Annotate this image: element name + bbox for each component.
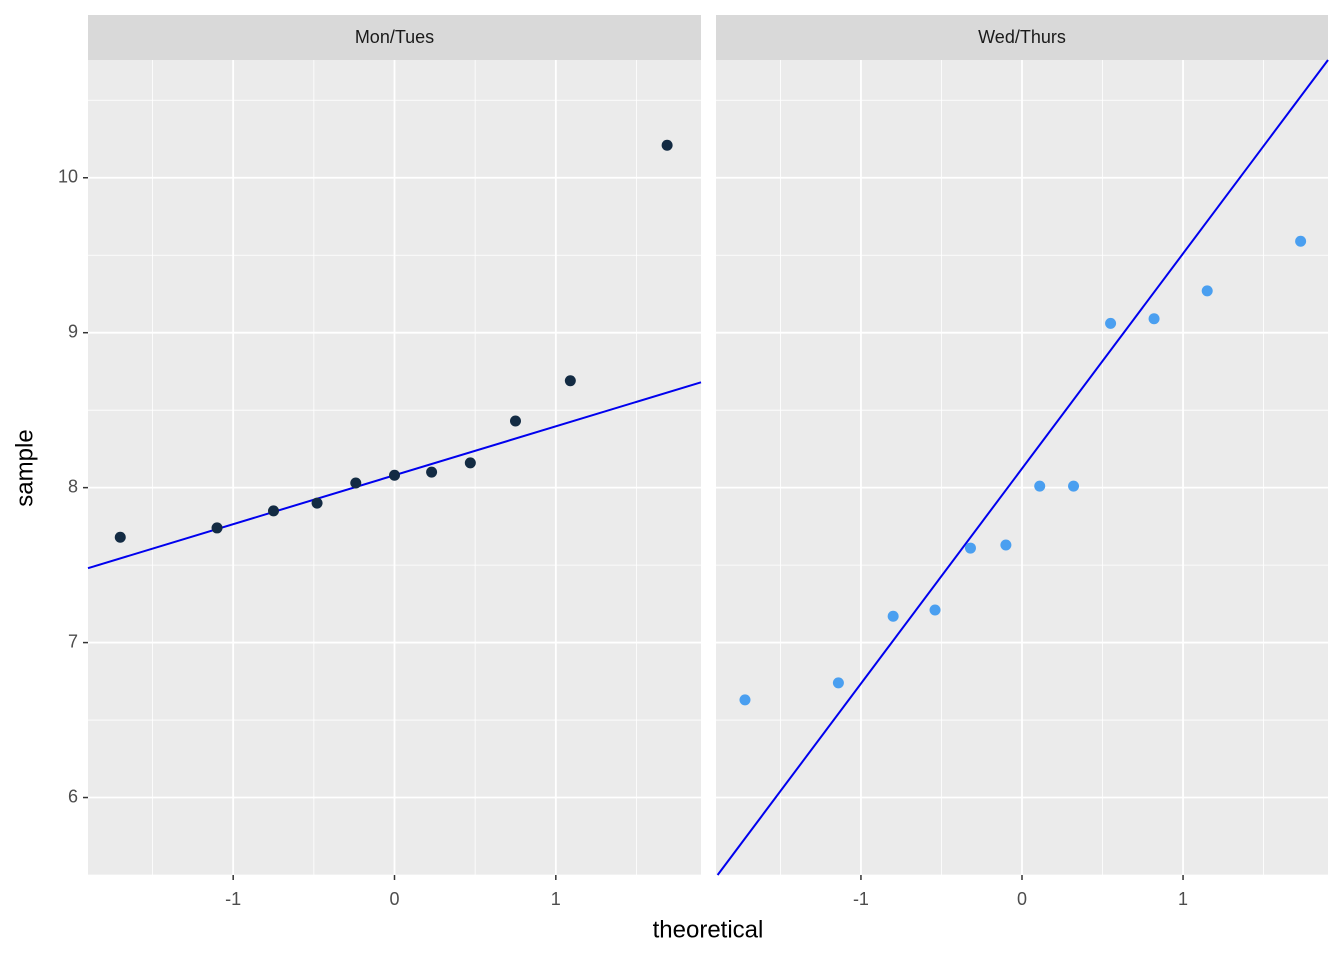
- point: [464, 457, 476, 469]
- point: [564, 375, 576, 387]
- point: [268, 505, 280, 517]
- x-tick-label: -1: [853, 889, 869, 909]
- point: [211, 522, 223, 534]
- y-tick-label: 8: [68, 476, 78, 496]
- strip-title: Wed/Thurs: [978, 27, 1066, 47]
- point: [1034, 480, 1046, 492]
- y-tick-label: 6: [68, 786, 78, 806]
- point: [832, 677, 844, 689]
- x-tick-label: 1: [1178, 889, 1188, 909]
- point: [887, 610, 899, 622]
- x-tick-label: -1: [225, 889, 241, 909]
- point: [1068, 480, 1080, 492]
- x-axis-title: theoretical: [653, 916, 764, 943]
- point: [389, 469, 400, 481]
- point: [1201, 285, 1213, 297]
- x-tick-label: 1: [551, 889, 561, 909]
- point: [1148, 313, 1160, 325]
- point: [1105, 317, 1117, 329]
- point: [426, 466, 438, 478]
- y-tick-label: 7: [68, 631, 78, 651]
- y-tick-label: 9: [68, 321, 78, 341]
- strip: [88, 15, 701, 60]
- point: [739, 694, 751, 706]
- point: [311, 497, 323, 509]
- point: [964, 542, 976, 554]
- y-tick-label: 10: [58, 167, 78, 187]
- point: [1000, 539, 1012, 551]
- point: [661, 139, 673, 151]
- x-tick-label: 0: [1017, 889, 1027, 909]
- strip: [716, 15, 1328, 60]
- strip-title: Mon/Tues: [355, 27, 434, 47]
- point: [350, 477, 362, 489]
- x-tick-label: 0: [389, 889, 399, 909]
- y-axis-title: sample: [11, 429, 38, 506]
- point: [1295, 235, 1307, 247]
- point: [114, 531, 126, 543]
- point: [509, 415, 521, 427]
- point: [929, 604, 941, 616]
- qq-line: [716, 59, 1329, 876]
